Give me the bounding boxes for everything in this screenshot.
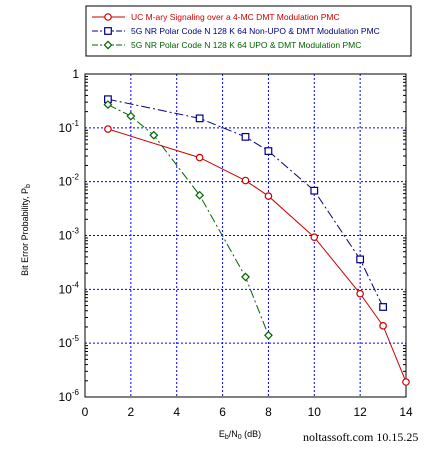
watermark-text: noltassoft.com 10.15.25 <box>303 430 419 444</box>
series-3-point <box>263 330 273 340</box>
x-tick-label: 8 <box>265 405 272 419</box>
legend: UC M-ary Signaling over a 4-MC DMT Modul… <box>85 5 412 57</box>
x-tick-label: 6 <box>219 405 226 419</box>
y-tick-label: 10-4 <box>59 280 80 296</box>
legend-marker-3 <box>103 40 113 50</box>
series-2-point <box>264 147 273 155</box>
x-tick-label: 0 <box>82 405 89 419</box>
series-1-point <box>241 176 250 185</box>
plot-frame <box>84 73 407 398</box>
series-1-point <box>379 322 387 330</box>
x-tick-label: 4 <box>173 405 180 419</box>
series-1-point <box>402 378 410 386</box>
series-1-point <box>264 192 273 200</box>
series-2-point <box>356 255 365 264</box>
x-axis-label: Eb/N0 (dB) <box>219 429 261 441</box>
series-1-point <box>104 125 112 133</box>
series-3-point <box>241 272 250 282</box>
series-2-point <box>379 303 387 311</box>
y-tick-label: 1 <box>72 67 79 81</box>
series-2-point <box>195 114 204 123</box>
series-2-point <box>241 132 250 141</box>
legend-box <box>85 5 412 57</box>
series-3 <box>103 100 273 340</box>
series-1-point <box>195 153 204 162</box>
series-1-point <box>356 289 364 298</box>
x-tick-label: 2 <box>128 405 135 419</box>
y-tick-label: 10-5 <box>59 334 80 350</box>
axis-ticks: 0 2 4 6 8 10 12 14 10-6 10-5 10-4 10-3 10-2 10-1 1 <box>59 67 413 419</box>
series-1-point <box>310 233 319 241</box>
y-tick-label: 10-1 <box>59 119 80 135</box>
legend-label-2: 5G NR Polar Code N 128 K 64 Non-UPO & DM… <box>131 26 380 36</box>
series-3-point <box>195 190 205 200</box>
series-3-point <box>103 100 113 110</box>
series-1-line <box>107 128 407 383</box>
x-tick-label: 12 <box>353 405 367 419</box>
series-1 <box>104 125 410 386</box>
y-axis-label: Bit Error Probability, Pb <box>20 184 32 276</box>
legend-marker-1 <box>104 13 112 21</box>
x-tick-label: 10 <box>308 405 322 419</box>
series-2 <box>104 95 387 311</box>
x-tick-label: 14 <box>399 405 413 419</box>
y-tick-label: 10-3 <box>59 227 80 243</box>
series-3-point <box>126 111 136 121</box>
legend-label-3: 5G NR Polar Code N 128 K 64 UPO & DMT Mo… <box>131 40 361 50</box>
series-3-point <box>149 130 159 140</box>
series-3-line <box>107 104 269 336</box>
series-layer <box>103 95 410 386</box>
y-tick-label: 10-2 <box>59 173 80 189</box>
legend-label-1: UC M-ary Signaling over a 4-MC DMT Modul… <box>131 12 340 22</box>
y-tick-label: 10-6 <box>59 388 80 404</box>
legend-marker-2 <box>104 27 112 35</box>
series-2-point <box>310 186 319 195</box>
